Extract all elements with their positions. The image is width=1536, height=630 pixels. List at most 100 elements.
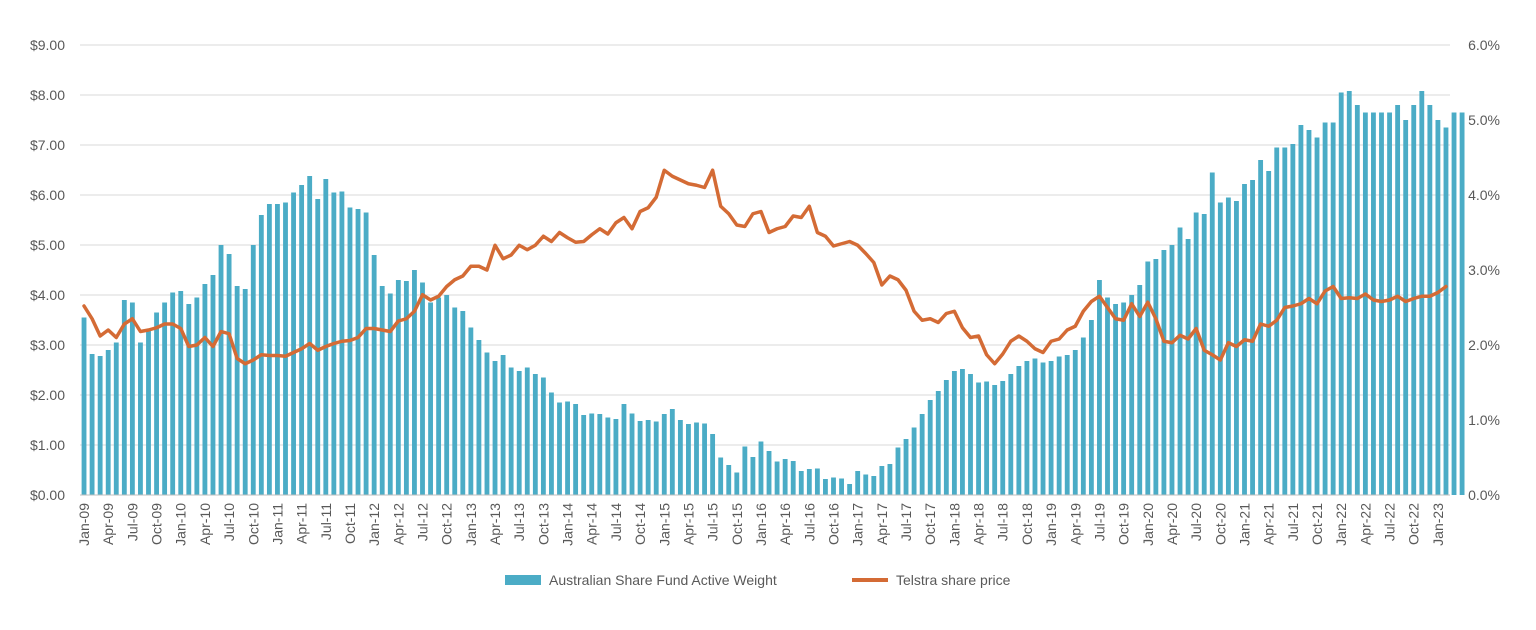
x-tick-label: Oct-17 [922, 503, 938, 545]
bar [113, 342, 119, 495]
bar [581, 415, 587, 495]
bar [347, 207, 353, 495]
left-y-tick-label: $3.00 [30, 337, 65, 353]
bar [1217, 202, 1223, 495]
bar [452, 307, 458, 495]
x-tick-label: Jan-20 [1140, 503, 1156, 546]
bar [1435, 120, 1441, 495]
x-tick-label: Jul-18 [995, 503, 1011, 541]
bar [831, 477, 836, 495]
bar [516, 371, 522, 495]
bar [1322, 122, 1328, 495]
bar [1097, 280, 1102, 495]
legend-label-active-weight: Australian Share Fund Active Weight [549, 572, 777, 588]
bar [549, 392, 554, 495]
bar [1064, 355, 1070, 495]
bar [428, 302, 433, 495]
x-tick-label: Oct-20 [1212, 503, 1228, 545]
x-tick-label: Apr-18 [971, 503, 987, 545]
bar [1371, 112, 1376, 495]
bar [1306, 130, 1312, 495]
bar [605, 417, 611, 495]
left-y-tick-label: $9.00 [30, 37, 65, 53]
bar [1137, 285, 1143, 495]
left-y-tick-label: $1.00 [30, 437, 65, 453]
bar [677, 420, 683, 495]
x-tick-label: Apr-21 [1261, 503, 1277, 545]
x-tick-label: Jan-17 [850, 503, 866, 546]
bar [395, 280, 401, 495]
left-y-tick-label: $2.00 [30, 387, 65, 403]
legend-item-telstra: Telstra share price [852, 568, 1010, 592]
bar [1048, 361, 1054, 495]
bar [387, 293, 393, 495]
bar [613, 419, 619, 495]
bar [468, 327, 474, 495]
x-tick-label: Apr-16 [777, 503, 793, 545]
x-tick-label: Oct-16 [826, 503, 842, 545]
bar [935, 391, 941, 495]
bar [1346, 91, 1352, 495]
bar [1169, 245, 1175, 495]
bar [1443, 127, 1449, 495]
legend-label-telstra: Telstra share price [896, 572, 1011, 588]
bar [798, 471, 804, 495]
right-y-tick-label: 5.0% [1468, 112, 1500, 128]
legend-swatch-bar [505, 575, 541, 585]
x-tick-label: Jul-20 [1188, 503, 1204, 541]
bar [669, 409, 675, 495]
legend: Australian Share Fund Active Weight Tels… [0, 568, 1536, 592]
right-y-tick-label: 4.0% [1468, 187, 1500, 203]
x-tick-label: Apr-10 [197, 503, 213, 545]
bar [315, 199, 321, 495]
bar [903, 439, 909, 495]
bar [492, 361, 498, 495]
bar [702, 423, 707, 495]
bar [565, 401, 570, 495]
bar [154, 312, 159, 495]
x-tick-label: Jul-10 [221, 503, 237, 541]
bar [1016, 366, 1022, 495]
bar [1379, 112, 1384, 495]
left-y-tick-label: $7.00 [30, 137, 65, 153]
bar [645, 420, 651, 495]
bar [863, 474, 869, 495]
bar [266, 204, 272, 495]
x-tick-label: Jul-22 [1382, 503, 1398, 541]
x-tick-label: Apr-09 [100, 503, 116, 545]
bar [855, 471, 861, 495]
x-tick-label: Apr-20 [1164, 503, 1180, 545]
bar [839, 478, 844, 495]
bar [984, 381, 990, 495]
bar [694, 422, 699, 495]
telstra-price-line [82, 168, 1448, 366]
x-tick-label: Jan-23 [1430, 503, 1446, 546]
bar [476, 340, 482, 495]
bar [242, 289, 248, 495]
bar [887, 464, 893, 495]
right-y-tick-label: 2.0% [1468, 337, 1500, 353]
x-tick-label: Jan-10 [173, 503, 189, 546]
right-y-axis-ticks: 0.0% 1.0% 2.0% 3.0% 4.0% 5.0% 6.0% [1468, 37, 1500, 503]
bar [573, 404, 579, 495]
x-tick-label: Jan-11 [269, 503, 285, 545]
x-tick-label: Oct-21 [1309, 503, 1325, 545]
legend-item-active-weight: Australian Share Fund Active Weight [505, 568, 777, 592]
bar [436, 297, 442, 495]
bar [1161, 250, 1167, 495]
bar [1153, 259, 1159, 495]
bar [1209, 172, 1215, 495]
bar [1056, 356, 1062, 495]
bar [790, 461, 796, 495]
bar [403, 281, 409, 495]
x-tick-label: Jul-13 [511, 503, 527, 541]
bar [1459, 112, 1465, 495]
x-tick-label: Oct-18 [1019, 503, 1035, 545]
x-tick-label: Jul-12 [415, 503, 431, 541]
bar [363, 212, 369, 495]
bar [589, 413, 595, 495]
bar [1330, 122, 1336, 495]
bar [234, 286, 240, 495]
bar [879, 466, 885, 495]
